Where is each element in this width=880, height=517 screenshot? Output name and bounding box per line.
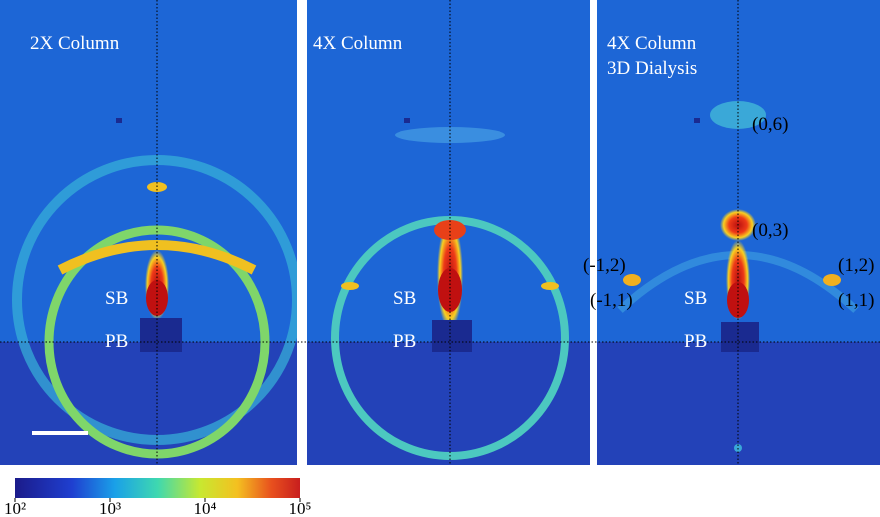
miller-index: (1,2) (838, 255, 874, 276)
colorbar-tick-label: 10⁴ (194, 499, 217, 517)
panel-title: 2X Column (30, 33, 120, 54)
pb-label: PB (393, 331, 416, 352)
miller-index: (0,6) (752, 114, 788, 135)
pb-label: PB (105, 331, 128, 352)
figure: 2X Column 4X Column 4X Column 3D Dialysi… (0, 0, 880, 517)
sb-label: SB (684, 288, 707, 309)
panel (307, 0, 590, 465)
miller-index: (-1,1) (590, 290, 633, 311)
panel-title: 4X Column (313, 33, 403, 54)
colorbar-tick-label: 10³ (99, 499, 121, 517)
sb-label: SB (393, 288, 416, 309)
miller-index: (0,3) (752, 220, 788, 241)
pb-label: PB (684, 331, 707, 352)
colorbar (15, 478, 300, 498)
sb-label: SB (105, 288, 128, 309)
panel-subtitle: 3D Dialysis (607, 58, 697, 79)
panel-title: 4X Column (607, 33, 697, 54)
colorbar-tick-label: 10² (4, 499, 26, 517)
colorbar-tick-label: 10⁵ (289, 499, 312, 517)
panel (0, 0, 297, 465)
miller-index: (-1,2) (583, 255, 626, 276)
miller-index: (1,1) (838, 290, 874, 311)
